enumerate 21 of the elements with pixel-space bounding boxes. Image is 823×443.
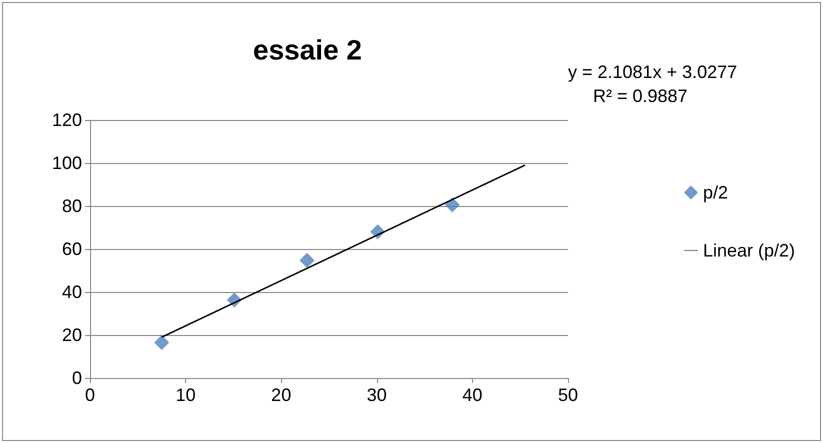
y-tick-label: 100 xyxy=(52,153,82,173)
point xyxy=(154,335,170,350)
x-tick-label: 0 xyxy=(84,385,96,405)
text: R² = 0.9887 xyxy=(593,86,688,106)
y-tick-label: 60 xyxy=(62,239,82,259)
legend-label: Linear (p/2) xyxy=(702,240,796,260)
y-tick-label: 80 xyxy=(62,196,82,216)
x-tick-label: 40 xyxy=(462,385,482,405)
x-tick-label: 20 xyxy=(271,385,292,405)
legend-label: p/2 xyxy=(702,182,728,202)
y-tick-label: 120 xyxy=(52,110,82,130)
x-tick-label: 50 xyxy=(558,385,578,405)
point xyxy=(300,252,315,268)
y-tick-label: 20 xyxy=(62,325,82,345)
chart-title: essaie 2 xyxy=(253,34,362,66)
point xyxy=(444,197,460,212)
x-tick-label: 10 xyxy=(176,385,196,405)
x-tick-label: 30 xyxy=(366,385,387,405)
y-tick-label: 40 xyxy=(62,282,82,302)
y-tick-label: 0 xyxy=(72,368,82,388)
text: y = 2.1081x + 3.0277 xyxy=(568,62,738,82)
